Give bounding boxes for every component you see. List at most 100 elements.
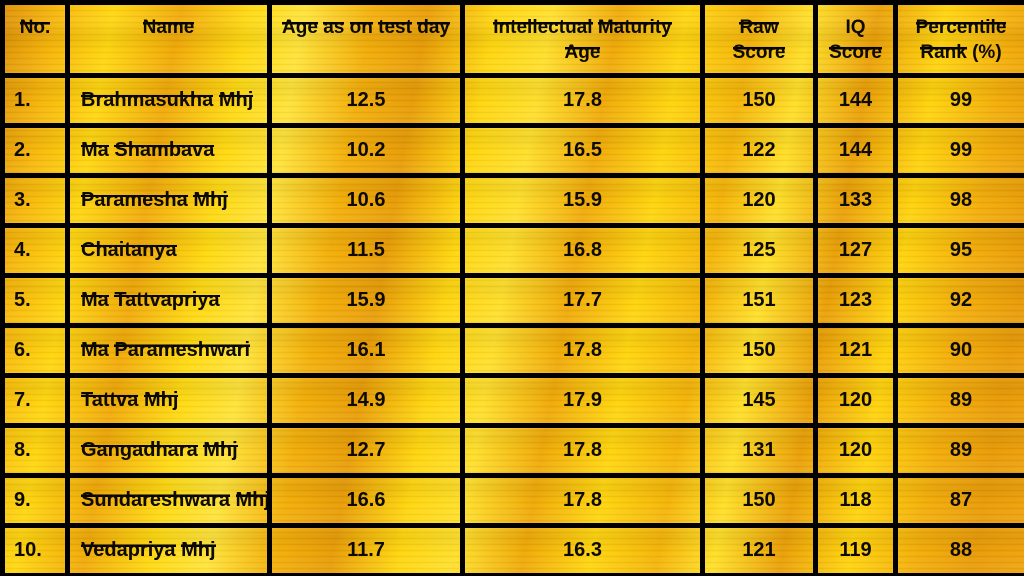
column-header-4: Raw Score <box>700 0 818 78</box>
value-cell: 144 <box>813 73 898 128</box>
word: Score <box>829 41 882 65</box>
word: 8. <box>14 439 31 462</box>
table-row: 8. Gangadhara Mhj 12.7 17.8 131 120 89 <box>0 423 1024 478</box>
word: 90 <box>949 339 973 362</box>
word: 123 <box>838 289 873 312</box>
value-cell: 17.8 <box>460 423 705 478</box>
word: IQ <box>845 17 866 38</box>
value-cell: 16.6 <box>267 473 465 528</box>
value-cell: 120 <box>813 373 898 428</box>
word: 89 <box>949 439 973 462</box>
value-cell: 119 <box>813 523 898 576</box>
value-cell: 17.7 <box>460 273 705 328</box>
word: 14.9 <box>346 389 386 412</box>
word: day <box>417 16 450 40</box>
value-cell: 150 <box>700 323 818 378</box>
word: Ma <box>81 138 109 163</box>
value-cell: 16.5 <box>460 123 705 178</box>
value-cell: 89 <box>893 423 1024 478</box>
word: Paramesha <box>81 188 188 213</box>
value-cell: 121 <box>700 523 818 576</box>
word: on <box>349 16 373 40</box>
value-cell: 98 <box>893 173 1024 228</box>
value-cell: 16.3 <box>460 523 705 576</box>
word: 15.9 <box>563 189 602 212</box>
value-cell: 145 <box>700 373 818 428</box>
word: Percentile <box>915 16 1007 40</box>
name-cell: Gangadhara Mhj <box>65 423 272 478</box>
value-cell: 151 <box>700 273 818 328</box>
word: 88 <box>949 539 973 562</box>
word: (%) <box>972 42 1002 63</box>
table-row: 9. Sundareshwara Mhj 16.6 17.8 150 118 87 <box>0 473 1024 528</box>
word: 95 <box>949 239 973 262</box>
table-row: 5. Ma Tattvapriya 15.9 17.7 151 123 92 <box>0 273 1024 328</box>
word: Brahmasukha <box>81 88 214 113</box>
word: 144 <box>838 139 873 162</box>
word: Ma <box>81 338 109 363</box>
word: Mhj <box>143 388 179 413</box>
word: test <box>378 16 412 40</box>
word: Maturity <box>597 16 672 40</box>
value-cell: 144 <box>813 123 898 178</box>
word: 2. <box>14 139 31 162</box>
word: 151 <box>742 289 776 312</box>
word: 12.5 <box>346 89 386 112</box>
word: Vedapriya <box>81 538 176 563</box>
word: 9. <box>14 489 31 512</box>
word: Gangadhara <box>81 438 198 463</box>
word: Chaitanya <box>81 238 177 263</box>
word: 11.5 <box>347 239 385 262</box>
value-cell: 17.9 <box>460 373 705 428</box>
value-cell: 131 <box>700 423 818 478</box>
value-cell: 99 <box>893 73 1024 128</box>
table-row: 4. Chaitanya 11.5 16.8 125 127 95 <box>0 223 1024 278</box>
value-cell: 10.2 <box>267 123 465 178</box>
word: 120 <box>838 389 873 412</box>
word: 89 <box>949 389 973 412</box>
word: 10.2 <box>346 139 386 162</box>
value-cell: 11.7 <box>267 523 465 576</box>
word: 118 <box>839 489 872 512</box>
value-cell: 16.8 <box>460 223 705 278</box>
word: Age <box>564 41 601 65</box>
column-header-5: IQ Score <box>813 0 898 78</box>
word: 92 <box>949 289 973 312</box>
value-cell: 120 <box>700 173 818 228</box>
name-cell: Vedapriya Mhj <box>65 523 272 576</box>
name-cell: Chaitanya <box>65 223 272 278</box>
value-cell: 11.5 <box>267 223 465 278</box>
row-number-cell: 10. <box>0 523 70 576</box>
word: 3. <box>14 189 31 212</box>
word: 131 <box>742 439 776 462</box>
word: 133 <box>838 189 873 212</box>
word: 5. <box>14 289 31 312</box>
word: 12.7 <box>346 439 386 462</box>
word: Name <box>142 16 195 40</box>
word: Mhj <box>181 538 216 563</box>
word: 127 <box>838 239 873 262</box>
word: as <box>323 16 345 40</box>
word: Mhj <box>193 188 228 213</box>
table-row: 3. Paramesha Mhj 10.6 15.9 120 133 98 <box>0 173 1024 228</box>
word: 16.5 <box>563 139 602 162</box>
word: 4. <box>14 239 31 262</box>
value-cell: 150 <box>700 473 818 528</box>
word: 120 <box>838 439 873 462</box>
word: Tattva <box>81 388 139 413</box>
value-cell: 127 <box>813 223 898 278</box>
column-header-2: Age as on test day <box>267 0 465 78</box>
word: 99 <box>949 139 973 162</box>
value-cell: 122 <box>700 123 818 178</box>
word: 122 <box>742 139 776 162</box>
value-cell: 15.9 <box>267 273 465 328</box>
row-number-cell: 2. <box>0 123 70 178</box>
table-row: 1. Brahmasukha Mhj 12.5 17.8 150 144 99 <box>0 73 1024 128</box>
value-cell: 125 <box>700 223 818 278</box>
value-cell: 92 <box>893 273 1024 328</box>
value-cell: 123 <box>813 273 898 328</box>
row-number-cell: 1. <box>0 73 70 128</box>
word: 17.9 <box>563 389 602 412</box>
